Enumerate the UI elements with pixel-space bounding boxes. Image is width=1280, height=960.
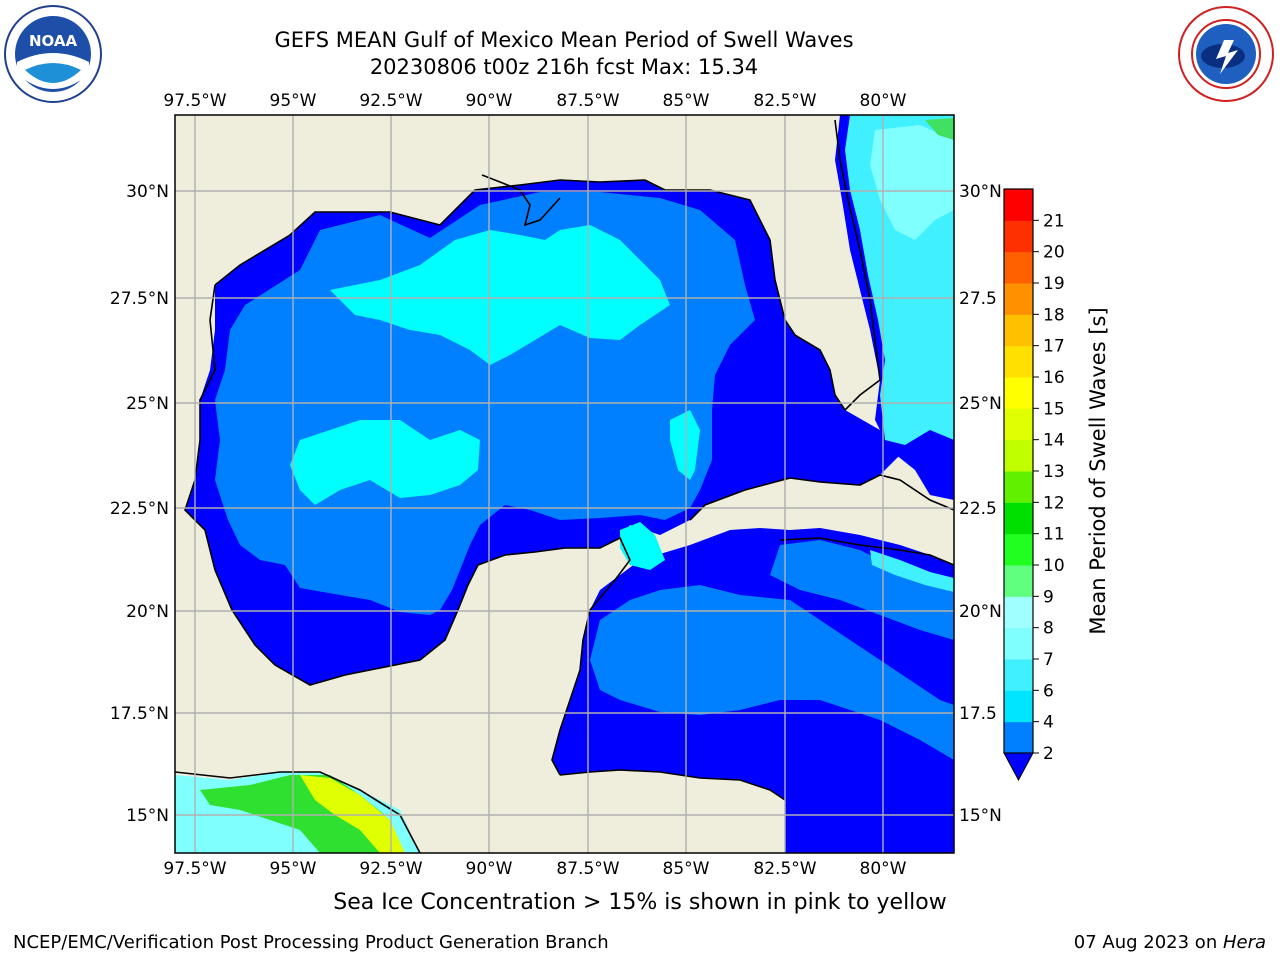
lat-label-left: 25°N xyxy=(126,394,169,414)
colorbar-extend-min xyxy=(1003,752,1034,782)
colorbar-segment xyxy=(1004,439,1033,472)
colorbar-segment xyxy=(1004,596,1033,629)
colorbar-tick-label: 16 xyxy=(1043,368,1065,388)
lon-label-top: 95°W xyxy=(270,91,317,111)
coastlines xyxy=(175,119,954,853)
colorbar-tick-label: 6 xyxy=(1043,681,1054,701)
colorbar-segment xyxy=(1004,377,1033,409)
colorbar-segment xyxy=(1004,314,1033,347)
colorbar-segment xyxy=(1004,220,1033,253)
colorbar-tick-label: 14 xyxy=(1043,431,1065,451)
lon-label-top: 80°W xyxy=(860,91,907,111)
caribbean-ocean-level2 xyxy=(870,550,954,592)
colorbar-tick-label: 2 xyxy=(1043,744,1054,764)
lat-label-left: 27.5°N xyxy=(110,289,169,309)
lon-label-bottom: 95°W xyxy=(270,859,317,879)
lat-label-right: 25°N xyxy=(959,394,1002,414)
colorbar-tick-label: 18 xyxy=(1043,305,1065,325)
lat-label-left: 15°N xyxy=(126,806,169,826)
atlantic-ocean-level-green xyxy=(925,118,954,140)
lon-label-bottom: 90°W xyxy=(466,859,513,879)
lon-label-top: 90°W xyxy=(466,91,513,111)
gulf-ocean-level2-yucatan xyxy=(620,522,665,570)
lat-label-right: 17.5 xyxy=(959,704,997,724)
colorbar-tick-label: 21 xyxy=(1043,211,1065,231)
caribbean-ocean-level1-north xyxy=(770,540,954,640)
lon-label-bottom: 97.5°W xyxy=(163,859,226,879)
lon-label-top: 97.5°W xyxy=(163,91,226,111)
colorbar-tick-label: 12 xyxy=(1043,493,1065,513)
footer-date: 07 Aug 2023 on Hera xyxy=(1074,932,1266,953)
colorbar-tick-label: 8 xyxy=(1043,619,1054,639)
atlantic-ocean-level3 xyxy=(870,125,954,240)
pacific-ocean-level-yellow xyxy=(300,775,405,853)
chart-subtitle: 20230806 t00z 216h fcst Max: 15.34 xyxy=(369,55,759,79)
chart-title: GEFS MEAN Gulf of Mexico Mean Period of … xyxy=(274,28,854,52)
colorbar-tick-label: 15 xyxy=(1043,399,1065,419)
colorbar-segment xyxy=(1004,408,1033,441)
map-frame xyxy=(174,114,955,854)
colorbar-segment xyxy=(1004,502,1033,535)
lon-label-bottom: 87.5°W xyxy=(556,859,619,879)
caribbean-ocean-level1 xyxy=(590,585,954,760)
lat-label-right: 20°N xyxy=(959,602,1002,622)
noaa-logo: NOAA xyxy=(3,4,103,104)
colorbar-segment xyxy=(1004,565,1033,597)
lon-label-bottom: 85°W xyxy=(663,859,710,879)
lat-label-right: 27.5 xyxy=(959,289,997,309)
colorbar-label: Mean Period of Swell Waves [s] xyxy=(1086,307,1110,634)
colorbar-tick-label: 17 xyxy=(1043,337,1065,357)
sea-ice-note: Sea Ice Concentration > 15% is shown in … xyxy=(333,890,947,915)
gulf-ocean-level2-east xyxy=(670,410,700,480)
lat-label-left: 30°N xyxy=(126,182,169,202)
colorbar-segment xyxy=(1004,659,1033,691)
lat-label-right: 30°N xyxy=(959,182,1002,202)
colorbar-tick-label: 11 xyxy=(1043,525,1065,545)
footer-host: Hera xyxy=(1222,932,1266,953)
lat-label-left: 22.5°N xyxy=(110,499,169,519)
lat-label-left: 20°N xyxy=(126,602,169,622)
colorbar-segment xyxy=(1004,189,1033,221)
colorbar-tick-label: 10 xyxy=(1043,556,1065,576)
lon-label-top: 87.5°W xyxy=(556,91,619,111)
colorbar-tick-label: 4 xyxy=(1043,713,1054,733)
footer-date-text: 07 Aug 2023 on xyxy=(1073,932,1223,953)
colorbar-segment xyxy=(1004,251,1033,284)
colorbar-segment xyxy=(1004,283,1033,315)
lon-label-top: 92.5°W xyxy=(359,91,422,111)
colorbar-tick-label: 19 xyxy=(1043,274,1065,294)
noaa-logo-text: NOAA xyxy=(29,32,78,50)
gulf-ocean-level2-north xyxy=(330,225,670,365)
colorbar: 2 4 6 7 8 9 10 11 12 13 14 15 16 17 18 19 20 21 Mean Peri… xyxy=(1003,188,1110,782)
lon-label-bottom: 80°W xyxy=(860,859,907,879)
colorbar-segment xyxy=(1004,721,1033,754)
colorbar-tick-label: 9 xyxy=(1043,587,1054,607)
colorbar-segment xyxy=(1004,690,1033,723)
lon-label-top: 82.5°W xyxy=(753,91,816,111)
footer-credit: NCEP/EMC/Verification Post Processing Pr… xyxy=(13,932,609,953)
colorbar-segment xyxy=(1004,627,1033,660)
colorbar-tick-label: 20 xyxy=(1043,243,1065,263)
lon-label-bottom: 92.5°W xyxy=(359,859,422,879)
lat-label-left: 17.5°N xyxy=(110,704,169,724)
lon-label-top: 85°W xyxy=(663,91,710,111)
lon-label-bottom: 82.5°W xyxy=(753,859,816,879)
colorbar-segment xyxy=(1004,471,1033,503)
colorbar-segment xyxy=(1004,533,1033,566)
colorbar-segment xyxy=(1004,345,1033,378)
lat-label-right: 15°N xyxy=(959,806,1002,826)
gridlines xyxy=(175,115,954,853)
colorbar-tick-label: 7 xyxy=(1043,650,1054,670)
colorbar-tick-label: 13 xyxy=(1043,462,1065,482)
lat-label-right: 22.5 xyxy=(959,499,997,519)
gulf-ocean-level2-central xyxy=(290,420,480,505)
nws-logo xyxy=(1176,4,1276,104)
